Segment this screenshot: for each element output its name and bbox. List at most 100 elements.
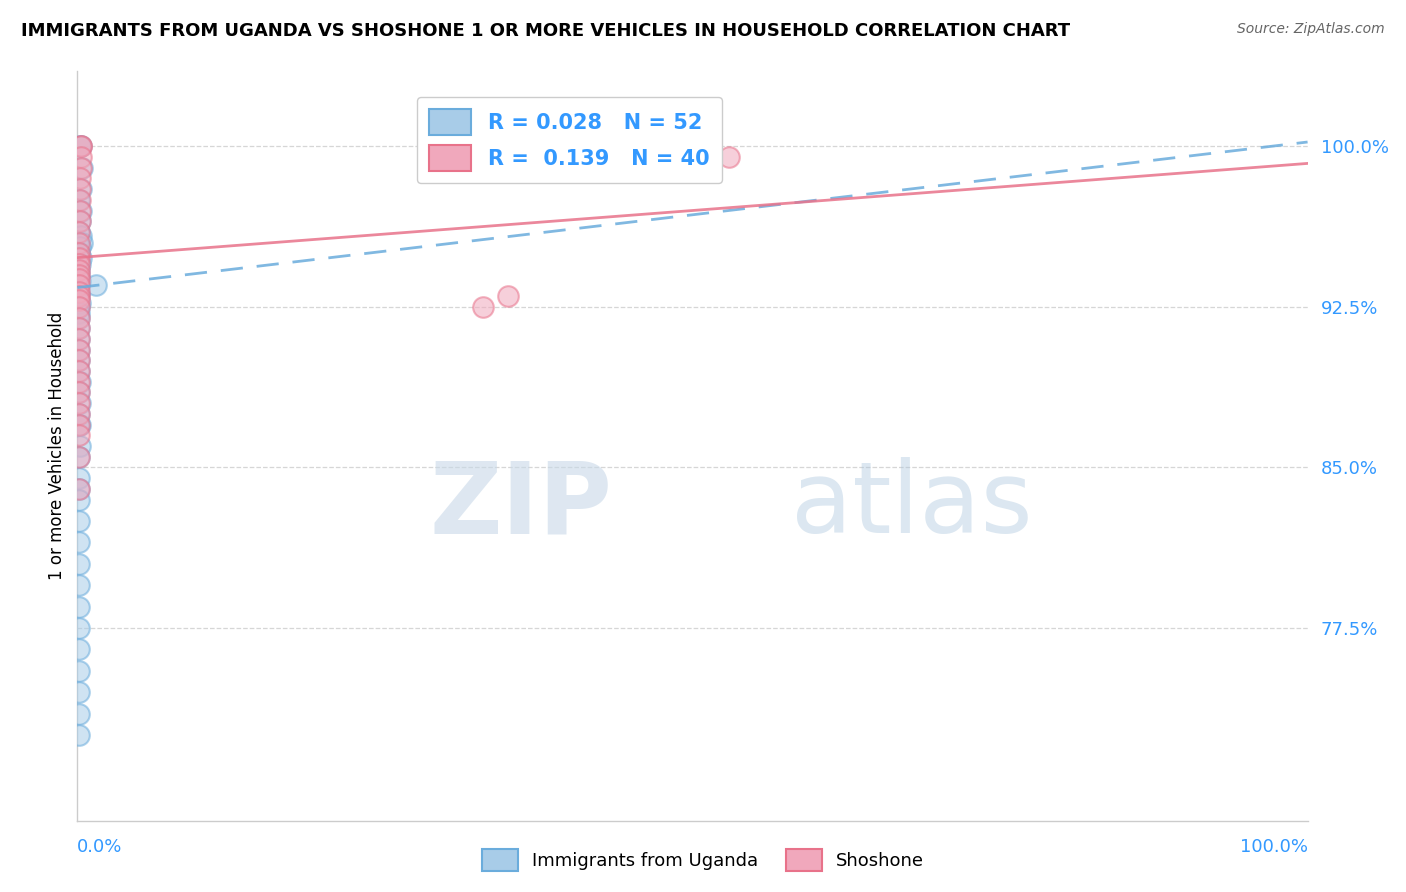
Legend: R = 0.028   N = 52, R =  0.139   N = 40: R = 0.028 N = 52, R = 0.139 N = 40 [418, 96, 721, 183]
Point [67, 428, 90, 442]
Point [67, 310, 90, 325]
Point [69, 182, 91, 196]
Point [67, 268, 90, 282]
Point [67, 289, 90, 303]
Point [67, 353, 90, 368]
Point [70, 182, 93, 196]
Point [67, 246, 90, 260]
Point [67, 471, 90, 485]
Point [67, 450, 90, 464]
Point [67, 321, 90, 335]
Point [67, 310, 90, 325]
Point [67, 450, 90, 464]
Point [496, 289, 519, 303]
Point [67, 257, 90, 271]
Point [69, 375, 91, 389]
Point [67, 332, 90, 346]
Point [67, 706, 90, 721]
Point [67, 263, 90, 277]
Point [67, 364, 90, 378]
Point [67, 685, 90, 699]
Point [67, 343, 90, 357]
Point [70, 229, 93, 244]
Legend: Immigrants from Uganda, Shoshone: Immigrants from Uganda, Shoshone [475, 842, 931, 879]
Point [70, 251, 93, 265]
Point [67, 599, 90, 614]
Point [67, 621, 90, 635]
Point [70, 150, 93, 164]
Point [67, 417, 90, 432]
Point [67, 385, 90, 400]
Point [67, 293, 90, 308]
Point [69, 171, 91, 186]
Text: IMMIGRANTS FROM UGANDA VS SHOSHONE 1 OR MORE VEHICLES IN HOUSEHOLD CORRELATION C: IMMIGRANTS FROM UGANDA VS SHOSHONE 1 OR … [21, 22, 1070, 40]
Text: ZIP: ZIP [430, 458, 613, 555]
Point [67, 285, 90, 299]
Point [84, 278, 107, 293]
Point [67, 417, 90, 432]
Text: 100.0%: 100.0% [1240, 838, 1308, 855]
Point [67, 642, 90, 657]
Point [70, 203, 93, 218]
Point [67, 272, 90, 286]
Point [70, 161, 93, 175]
Point [67, 285, 90, 299]
Point [67, 235, 90, 250]
Point [69, 417, 91, 432]
Point [67, 557, 90, 571]
Point [67, 364, 90, 378]
Point [67, 492, 90, 507]
Text: atlas: atlas [792, 458, 1032, 555]
Point [67, 300, 90, 314]
Text: 0.0%: 0.0% [77, 838, 122, 855]
Point [70, 235, 93, 250]
Point [693, 139, 716, 153]
Point [69, 274, 91, 288]
Point [67, 578, 90, 592]
Point [67, 193, 90, 207]
Point [67, 514, 90, 528]
Point [67, 482, 90, 496]
Point [67, 278, 90, 293]
Point [70, 139, 93, 153]
Point [67, 482, 90, 496]
Point [67, 278, 90, 293]
Point [67, 375, 90, 389]
Point [70, 161, 93, 175]
Point [67, 263, 90, 277]
Point [67, 728, 90, 742]
Point [472, 300, 495, 314]
Text: Source: ZipAtlas.com: Source: ZipAtlas.com [1237, 22, 1385, 37]
Point [67, 343, 90, 357]
Point [69, 214, 91, 228]
Point [69, 257, 91, 271]
Point [67, 332, 90, 346]
Point [69, 240, 91, 254]
Point [69, 439, 91, 453]
Point [67, 664, 90, 678]
Point [67, 385, 90, 400]
Point [69, 139, 91, 153]
Point [69, 396, 91, 410]
Point [69, 193, 91, 207]
Point [67, 289, 90, 303]
Point [69, 214, 91, 228]
Point [67, 407, 90, 421]
Y-axis label: 1 or more Vehicles in Household: 1 or more Vehicles in Household [48, 312, 66, 580]
Point [67, 268, 90, 282]
Point [67, 306, 90, 320]
Point [67, 225, 90, 239]
Point [69, 203, 91, 218]
Point [67, 321, 90, 335]
Point [67, 251, 90, 265]
Point [67, 407, 90, 421]
Point [67, 225, 90, 239]
Point [70, 139, 93, 153]
Point [67, 300, 90, 314]
Point [67, 353, 90, 368]
Point [67, 246, 90, 260]
Point [70, 139, 93, 153]
Point [718, 150, 741, 164]
Point [69, 295, 91, 310]
Point [67, 396, 90, 410]
